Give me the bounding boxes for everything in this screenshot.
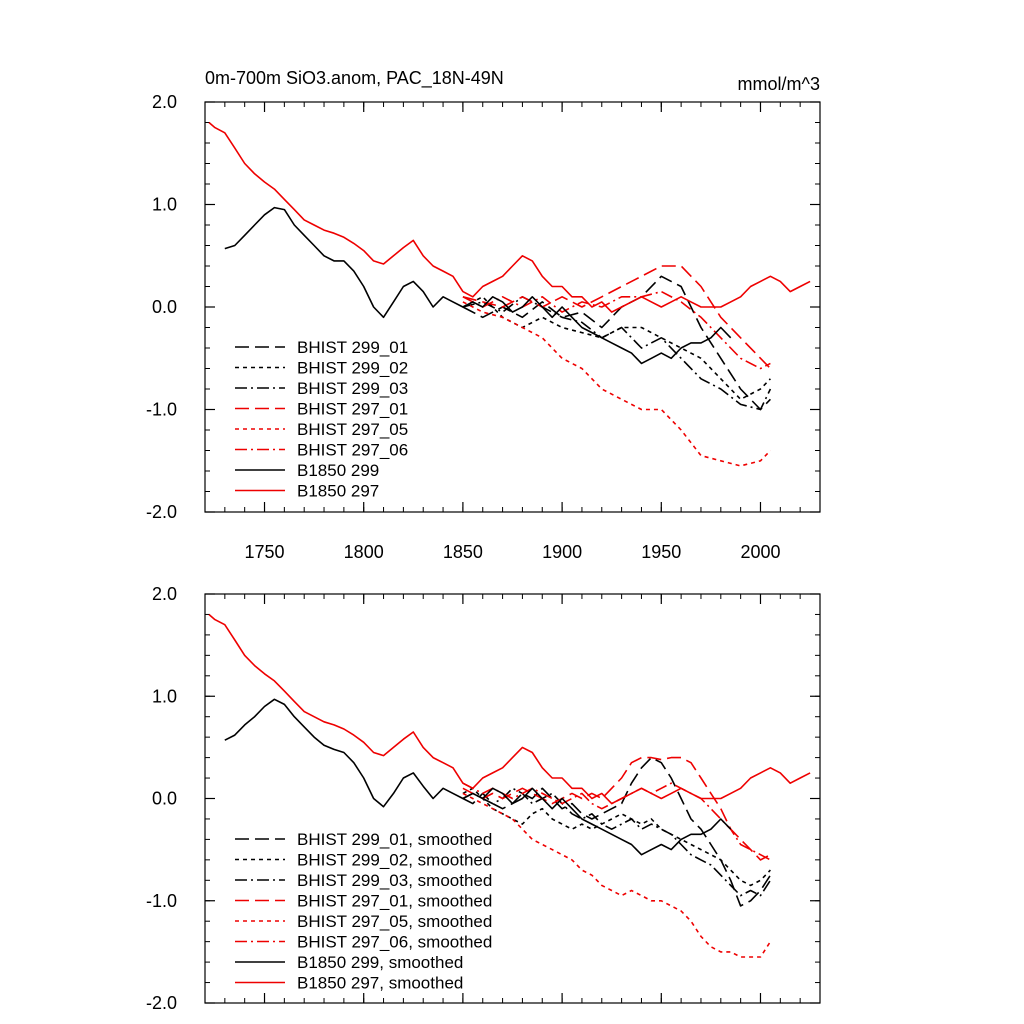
y-tick-label: 2.0 <box>152 92 177 112</box>
series-line-3 <box>462 787 772 897</box>
x-tick-label: 1850 <box>443 542 483 562</box>
chart-title: 0m-700m SiO3.anom, PAC_18N-49N <box>205 68 504 89</box>
series-line-7 <box>224 698 732 856</box>
legend-label: BHIST 299_03 <box>297 379 408 398</box>
series-line-6 <box>462 290 771 370</box>
legend-label: BHIST 299_01 <box>297 338 408 357</box>
legend-label: B1850 299, smoothed <box>297 953 463 972</box>
y-tick-label: 1.0 <box>152 686 177 706</box>
units-label: mmol/m^3 <box>738 74 820 94</box>
series-line-5 <box>462 792 772 958</box>
series-line-1 <box>462 756 772 907</box>
legend-label: BHIST 299_02 <box>297 359 408 378</box>
y-tick-label: 2.0 <box>152 584 177 604</box>
y-tick-label: -1.0 <box>146 400 177 420</box>
legend-label: B1850 297, smoothed <box>297 974 463 993</box>
legend-label: BHIST 297_01 <box>297 400 408 419</box>
x-tick-label: 1900 <box>542 542 582 562</box>
chart-panel-1: 2.0 1.0 0.0 -1.0 -2.0 1750 1800 1850 1900 1950 200… <box>146 92 821 562</box>
y-tick-label: -2.0 <box>146 502 177 522</box>
y-tick-label: 0.0 <box>152 297 177 317</box>
y-tick-label: -1.0 <box>146 891 177 911</box>
series-line-5 <box>462 301 771 467</box>
legend-label: BHIST 297_05 <box>297 420 408 439</box>
series-line-8 <box>208 613 811 805</box>
x-tick-label: 1800 <box>344 542 384 562</box>
y-tick-label: 0.0 <box>152 789 177 809</box>
series-line-4 <box>462 756 771 861</box>
legend-label: BHIST 299_01, smoothed <box>297 830 492 849</box>
legend-label: BHIST 297_06, smoothed <box>297 933 492 952</box>
x-tick-label: 1950 <box>641 542 681 562</box>
series-line-3 <box>462 296 772 411</box>
x-tick-label: 2000 <box>740 542 780 562</box>
y-tick-label: -2.0 <box>146 993 177 1013</box>
series-line-6 <box>462 782 771 861</box>
legend-label: BHIST 297_06 <box>297 441 408 460</box>
legend-label: BHIST 299_02, smoothed <box>297 851 492 870</box>
series-line-1 <box>462 275 771 411</box>
legend-label: BHIST 297_05, smoothed <box>297 912 492 931</box>
series-line-8 <box>208 121 811 313</box>
legend-label: BHIST 299_03, smoothed <box>297 871 492 890</box>
chart-panel-2: 2.0 1.0 0.0 -1.0 -2.0 BHIST 299_01, smoothed B… <box>146 584 821 1013</box>
series-line-7 <box>224 206 732 365</box>
legend-label: BHIST 297_01, smoothed <box>297 892 492 911</box>
series-line-4 <box>462 265 771 370</box>
x-tick-label: 1750 <box>244 542 284 562</box>
legend-label: B1850 299 <box>297 461 379 480</box>
series-line-2 <box>462 787 771 887</box>
legend-label: B1850 297 <box>297 482 379 501</box>
y-tick-label: 1.0 <box>152 195 177 215</box>
